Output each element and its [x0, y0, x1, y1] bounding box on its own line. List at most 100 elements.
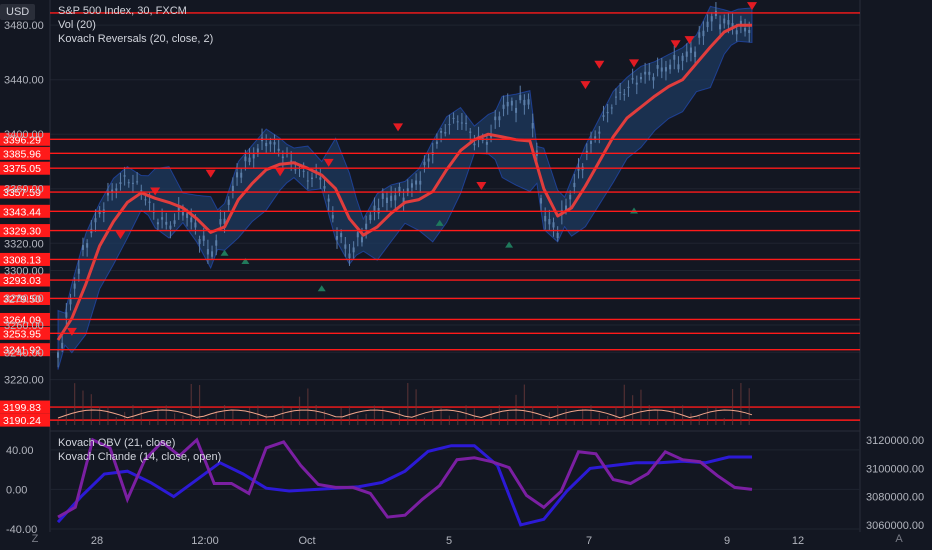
volume-bar [440, 406, 442, 425]
candle-body [281, 156, 284, 159]
candle-body [265, 142, 268, 147]
volume-bar [532, 406, 534, 425]
lower-left-tick-label: 40.00 [6, 445, 34, 457]
zoom-icon[interactable]: Z [31, 533, 39, 545]
time-tick-label: 12:00 [191, 535, 219, 547]
volume-bar [457, 413, 459, 425]
level-label: 3190.24 [3, 415, 41, 427]
chande-series-line [57, 437, 753, 519]
candle-body [602, 115, 605, 117]
candle-body [540, 198, 543, 204]
candle-body [494, 116, 497, 121]
sell-marker-icon [275, 168, 286, 177]
candle-body [140, 190, 143, 192]
price-tick-label: 3260.00 [4, 320, 44, 332]
volume-bar [407, 383, 409, 425]
candle-body [614, 96, 617, 98]
candle-body [652, 77, 655, 81]
candle-body [348, 253, 351, 259]
sell-marker-icon [580, 81, 591, 90]
candle-body [510, 100, 513, 106]
auto-scale-icon[interactable]: A [895, 533, 903, 545]
currency-badge[interactable]: USD [0, 4, 36, 20]
volume-bar [715, 407, 717, 425]
time-tick-label: 5 [446, 535, 452, 547]
candle-body [306, 180, 309, 182]
candle-body [673, 54, 676, 60]
level-label: 3241.92 [3, 345, 41, 357]
volume-ma-line [57, 409, 753, 419]
candle-body [544, 215, 547, 222]
level-label: 3308.13 [3, 254, 41, 266]
candle-body [352, 247, 355, 253]
candle-body [323, 186, 326, 189]
candle-body [236, 172, 239, 178]
candle-body [498, 116, 501, 121]
candle-body [639, 76, 642, 80]
lower-left-tick-label: 0.00 [6, 484, 27, 496]
volume-bar [615, 406, 617, 425]
candle-body [365, 223, 368, 229]
candle-body [635, 82, 638, 85]
candle-body [719, 24, 722, 30]
candle-body [227, 199, 230, 205]
sell-marker-icon [747, 2, 757, 11]
price-tick-label: 3240.00 [4, 347, 44, 359]
candle-body [327, 198, 330, 202]
candle-body [710, 16, 713, 22]
volume-bar [240, 419, 242, 425]
candle-body [65, 312, 68, 318]
candle-body [531, 123, 534, 129]
candle-body [290, 160, 293, 162]
candle-body [248, 157, 251, 163]
price-tick-label: 3220.00 [4, 375, 44, 387]
volume-bar [215, 411, 217, 425]
candle-body [131, 182, 134, 184]
volume-bar [182, 415, 184, 425]
level-badge [0, 132, 50, 146]
volume-bar [590, 405, 592, 425]
candle-body [469, 131, 472, 133]
level-badge [0, 413, 50, 427]
level-badge [0, 326, 50, 340]
buy-marker-icon [630, 207, 639, 214]
volume-bar [99, 406, 101, 425]
volume-bar [432, 406, 434, 425]
candle-body [444, 132, 447, 134]
volume-bar [490, 409, 492, 425]
candle-body [619, 92, 622, 94]
candle-body [698, 32, 701, 38]
candle-body [294, 169, 297, 171]
volume-bar [573, 420, 575, 425]
candle-body [456, 121, 459, 123]
candle-body [148, 201, 151, 203]
candle-body [57, 352, 59, 358]
volume-bar [149, 420, 151, 425]
candle-body [548, 219, 551, 225]
volume-strip [57, 383, 753, 425]
volume-bar [332, 418, 334, 425]
candle-body [319, 177, 322, 180]
volume-bar [82, 390, 84, 425]
candle-body [523, 99, 526, 106]
level-badge [0, 161, 50, 175]
lower-right-tick-label: 3060000.00 [866, 520, 924, 532]
volume-bar [673, 408, 675, 425]
chande-indicator-label: Kovach Chande (14, close, open) [58, 451, 221, 463]
candle-body [648, 71, 651, 75]
level-label: 3357.59 [3, 187, 41, 199]
candle-body [694, 51, 697, 58]
axes: 3220.00 3240.00 3260.00 3280.00 3300.00 3320.… [4, 20, 924, 547]
volume-bar [307, 388, 309, 425]
volume-bar [582, 408, 584, 425]
candle-body [127, 182, 130, 184]
sell-marker-icon [115, 231, 126, 240]
volume-bar [273, 414, 276, 425]
candle-body [219, 219, 222, 225]
candle-body [231, 185, 234, 192]
buy-marker-icon [435, 219, 444, 226]
price-tick-label: 3320.00 [4, 238, 44, 250]
candle-body [385, 197, 388, 203]
volume-bar [548, 412, 550, 425]
